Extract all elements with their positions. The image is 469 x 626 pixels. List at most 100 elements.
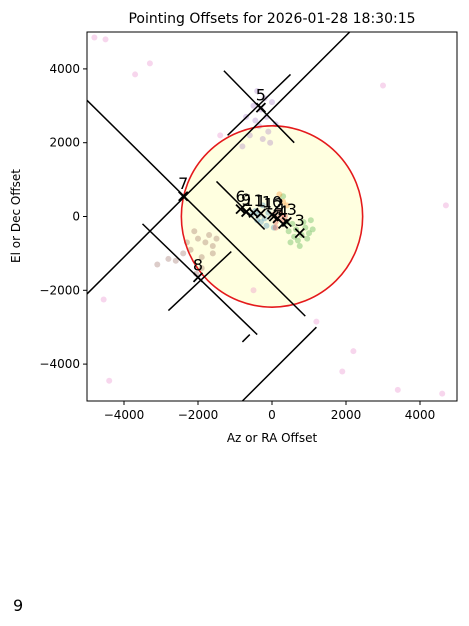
y-tick-label: −2000 <box>39 283 80 297</box>
scatter-point <box>91 34 98 41</box>
x-marker <box>235 203 246 215</box>
marker-11: 11 <box>243 191 264 218</box>
y-tick-label: −4000 <box>39 357 80 371</box>
scatter-point <box>294 237 301 244</box>
scatter-point <box>254 88 261 95</box>
scatter-point <box>339 368 346 375</box>
offset-line <box>87 32 351 295</box>
scatter-point <box>213 235 220 242</box>
scatter-point <box>202 239 209 246</box>
scatter-point <box>102 36 109 43</box>
y-tick-label: 0 <box>72 210 80 224</box>
marker-7: 7 <box>178 174 189 202</box>
x-marker <box>268 211 279 222</box>
scatter-point <box>132 71 139 78</box>
offset-line <box>241 334 251 343</box>
scatter-point <box>239 143 246 150</box>
marker-label: 5 <box>256 86 266 105</box>
marker-label: 11 <box>243 191 263 210</box>
scatter-point <box>154 261 161 268</box>
scatter-point <box>206 231 213 238</box>
offset-line <box>241 326 317 401</box>
y-tick-label: 4000 <box>49 62 80 76</box>
marker-label: 3 <box>295 211 305 230</box>
scatter-point <box>300 219 307 226</box>
scatter-point <box>267 139 274 146</box>
footer-page-number: 9 <box>13 596 24 615</box>
marker-3: 3 <box>294 211 305 239</box>
scatter-point <box>198 265 205 272</box>
scatter-point <box>276 191 283 198</box>
marker-label: 1 <box>256 192 266 211</box>
scatter-point <box>313 318 320 325</box>
scatter-point <box>287 239 294 246</box>
marker-6: 6 <box>235 187 246 215</box>
scatter-point <box>263 222 270 229</box>
marker-label: 12 <box>264 195 284 214</box>
x-marker <box>255 102 267 113</box>
x-axis: −4000 −2000 0 2000 4000 <box>104 401 436 422</box>
marker-label: 6 <box>235 187 245 206</box>
x-tick-label: −4000 <box>104 408 145 422</box>
x-marker <box>192 272 204 283</box>
scatter-point <box>272 224 279 231</box>
scatter-point <box>254 217 261 224</box>
scatter-point <box>304 235 311 242</box>
x-marker <box>248 207 259 218</box>
scatter-point <box>306 230 312 237</box>
y-axis-label: El or Dec Offset <box>9 169 23 263</box>
scatter-point <box>439 390 446 397</box>
scatter-point <box>191 228 198 235</box>
scatter-point <box>252 117 259 124</box>
scatter-point <box>198 254 205 261</box>
tolerance-circle <box>180 125 364 308</box>
marker-12: 12 <box>264 195 284 222</box>
x-marker <box>294 227 305 239</box>
marker-5: 5 <box>255 86 267 113</box>
scatter-point <box>100 296 107 303</box>
chart-title: Pointing Offsets for 2026-01-28 18:30:15 <box>128 11 415 27</box>
scatter-point <box>394 386 401 393</box>
scatter-point <box>250 102 257 109</box>
y-tick-label: 2000 <box>49 136 80 150</box>
scatter-point <box>106 377 113 384</box>
marker-label: 9 <box>241 190 251 209</box>
scatter-point <box>217 132 224 139</box>
marker-label: 13 <box>277 200 297 219</box>
scatter-point <box>350 348 357 355</box>
scatter-point <box>442 202 449 209</box>
marker-label: 4 <box>278 202 288 221</box>
offset-line <box>215 180 266 230</box>
scatter-point <box>291 233 298 240</box>
scatter-point <box>209 250 216 257</box>
scatter-point <box>269 99 275 106</box>
offset-line <box>87 99 306 317</box>
x-axis-label: Az or RA Offset <box>227 431 318 445</box>
scatter-point <box>270 224 277 231</box>
y-axis: −4000 −2000 0 2000 4000 <box>39 62 87 371</box>
scatter-point <box>296 243 303 250</box>
marker-13: 13 <box>277 200 297 228</box>
x-tick-label: −2000 <box>178 408 219 422</box>
scatter-point <box>380 82 386 89</box>
scatter-point <box>280 198 287 205</box>
x-marker <box>272 213 283 224</box>
scatter-point <box>309 226 316 233</box>
scatter-point <box>172 257 179 264</box>
scatter-point <box>165 255 172 262</box>
scatter-point <box>195 235 201 242</box>
scatter-point <box>265 128 272 135</box>
scatter-point <box>180 250 187 257</box>
scatter-point <box>209 243 216 250</box>
offset-line <box>167 251 232 312</box>
x-tick-label: 0 <box>268 408 276 422</box>
scatter-point <box>283 202 290 209</box>
marker-label: 10 <box>262 193 282 212</box>
x-tick-label: 4000 <box>405 408 436 422</box>
scatter-point <box>146 60 153 67</box>
marker-label: 8 <box>193 255 203 274</box>
scatter-point <box>307 217 314 224</box>
x-marker <box>281 216 292 228</box>
scatter-point <box>250 287 257 294</box>
